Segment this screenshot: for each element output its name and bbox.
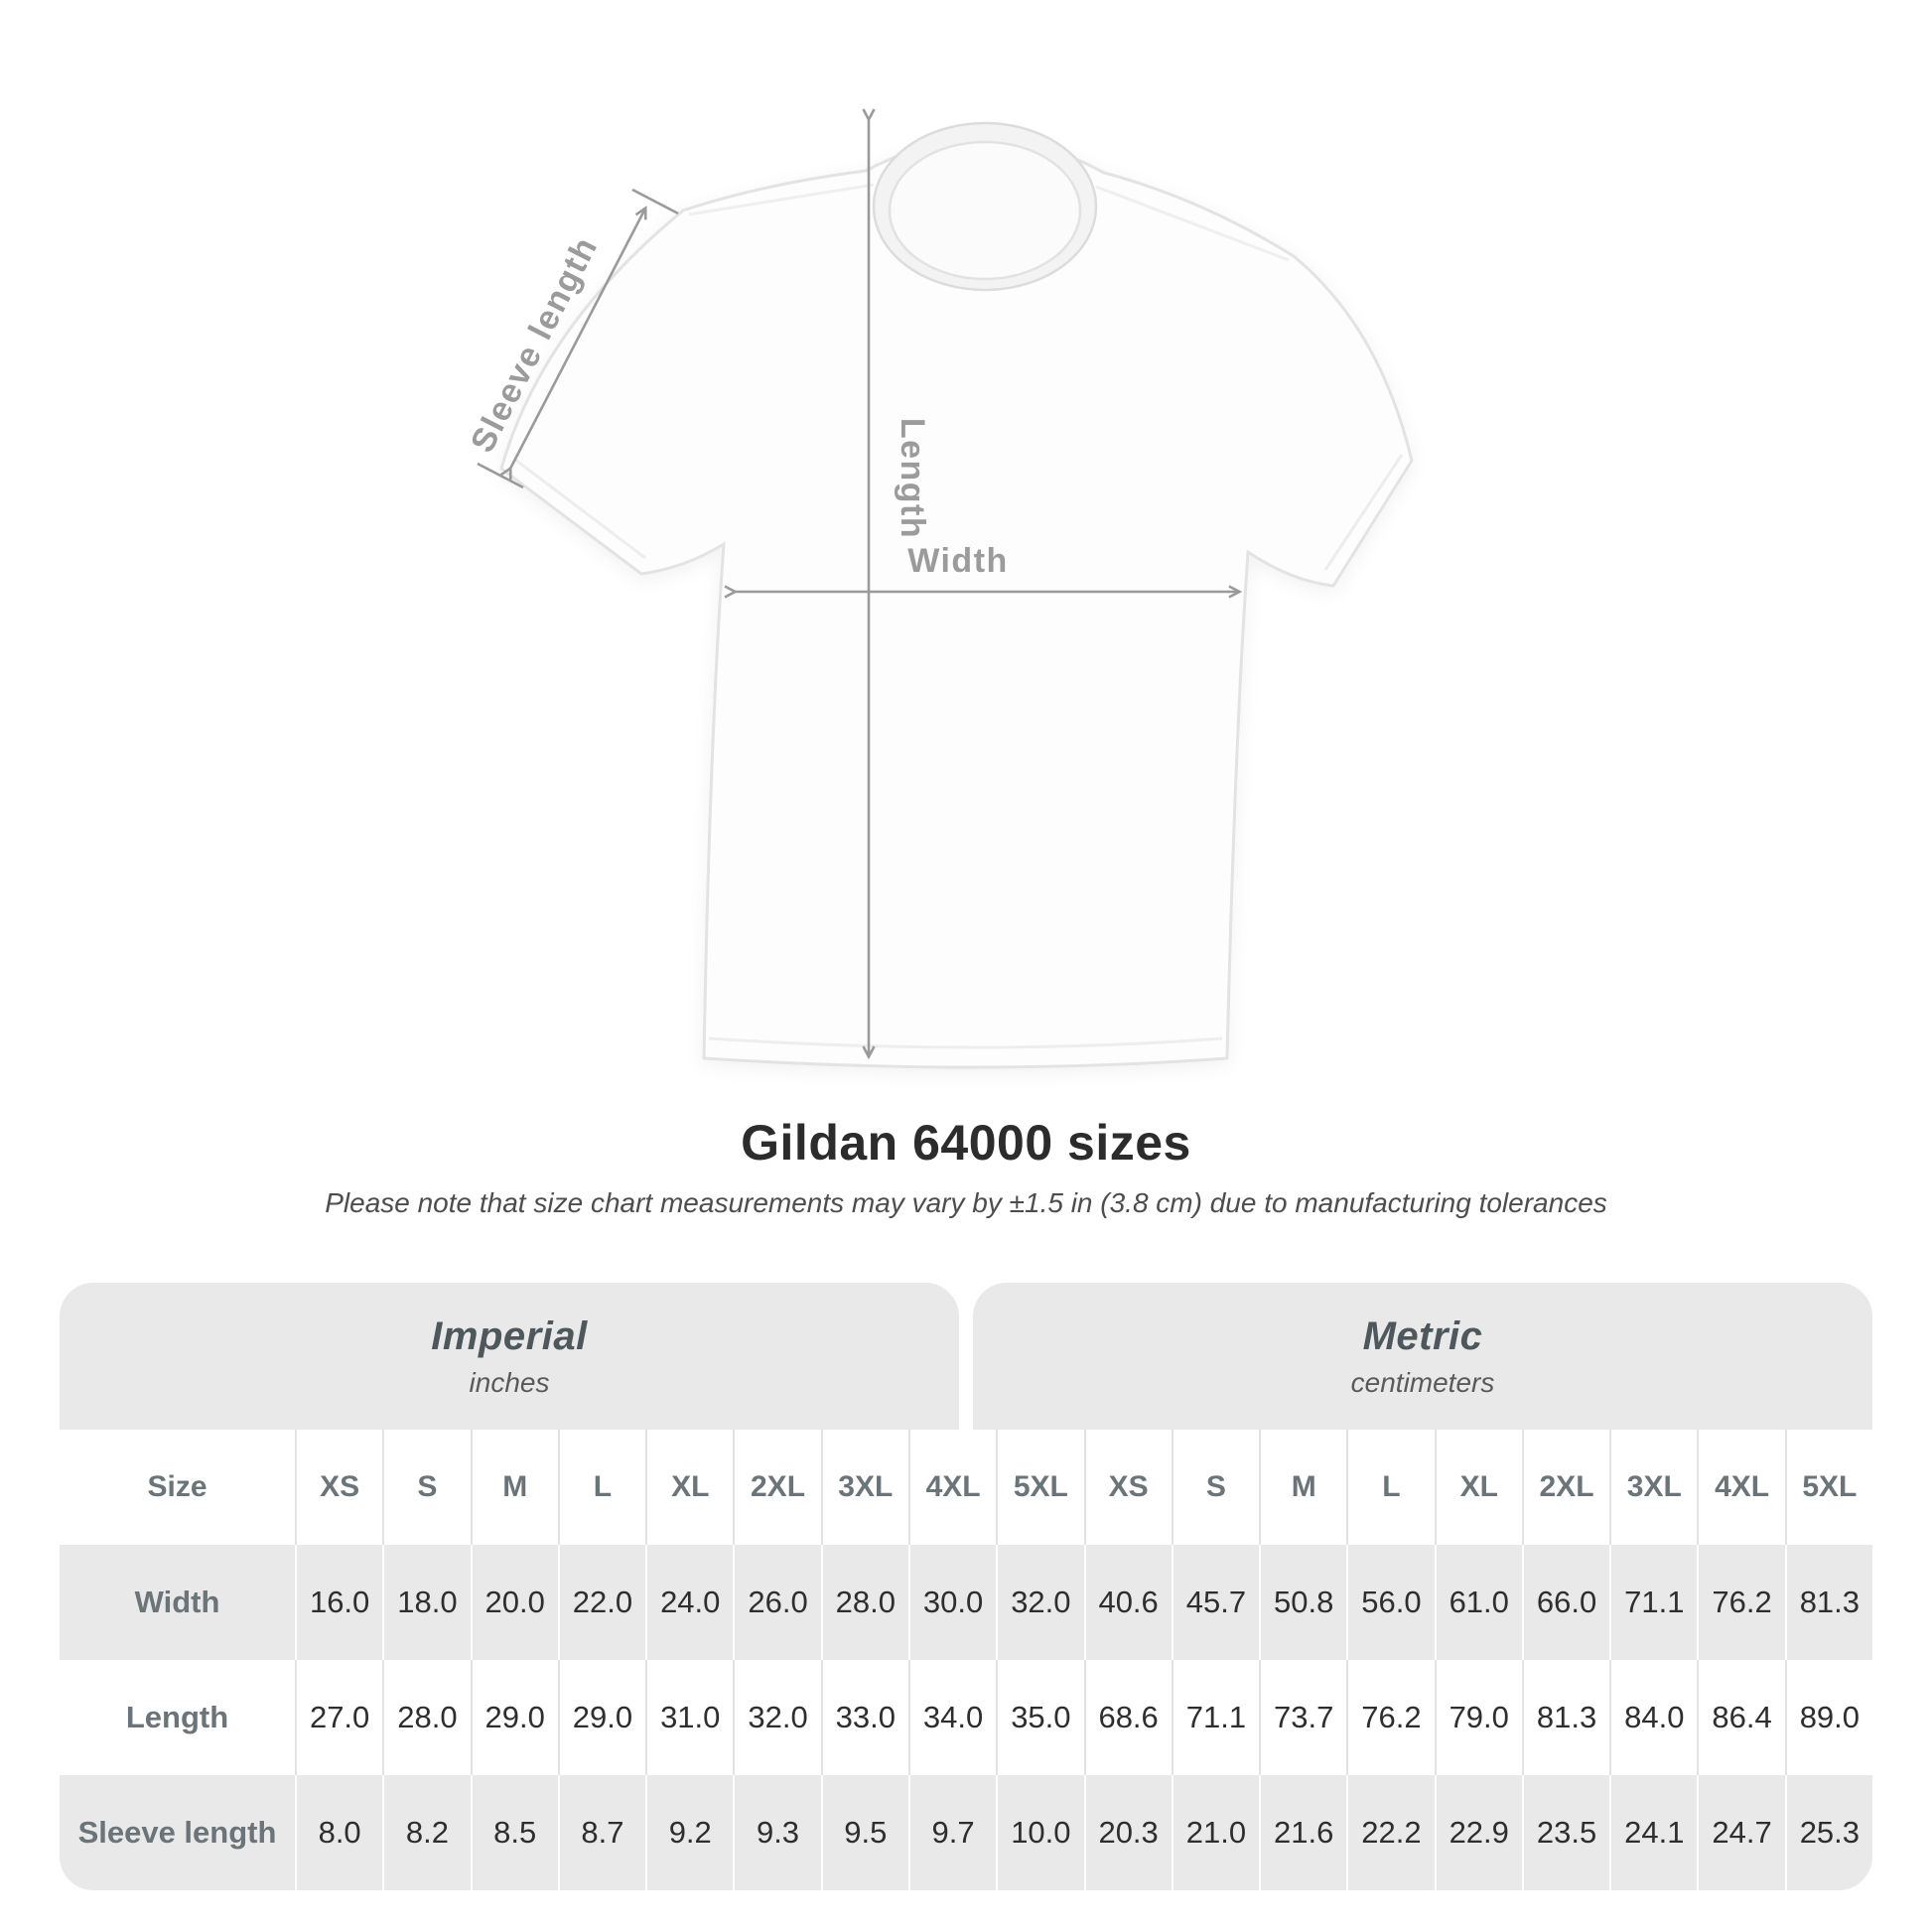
sleeve-length-metric-2xl: 23.5 [1521, 1775, 1609, 1890]
size-header-imperial-4xl: 4XL [907, 1430, 996, 1545]
sleeve-length-imperial-xl: 9.2 [645, 1775, 733, 1890]
width-imperial-s: 18.0 [382, 1545, 470, 1660]
length-imperial-xs: 27.0 [295, 1660, 382, 1775]
length-metric-l: 76.2 [1346, 1660, 1434, 1775]
width-metric-xs: 40.6 [1083, 1545, 1172, 1660]
sleeve-length-imperial-m: 8.5 [470, 1775, 558, 1890]
size-header-imperial-s: S [382, 1430, 470, 1545]
width-metric-3xl: 71.1 [1609, 1545, 1697, 1660]
length-metric-5xl: 89.0 [1784, 1660, 1872, 1775]
size-column-header: Size [147, 1470, 207, 1503]
table-row-length: Length 27.0 28.0 29.0 29.0 31.0 32.0 33.0 34.0 35… [60, 1660, 1872, 1775]
sleeve-length-metric-m: 21.6 [1259, 1775, 1346, 1890]
length-imperial-5xl: 35.0 [996, 1660, 1083, 1775]
length-imperial-l: 29.0 [557, 1660, 645, 1775]
length-imperial-s: 28.0 [382, 1660, 470, 1775]
width-imperial-5xl: 32.0 [996, 1545, 1083, 1660]
length-metric-4xl: 86.4 [1697, 1660, 1784, 1775]
row-label-width: Width [134, 1585, 220, 1619]
length-imperial-3xl: 33.0 [820, 1660, 908, 1775]
width-imperial-xs: 16.0 [295, 1545, 382, 1660]
width-imperial-l: 22.0 [557, 1545, 645, 1660]
row-label-length: Length [125, 1700, 229, 1734]
size-header-metric-s: S [1171, 1430, 1259, 1545]
size-header-imperial-5xl: 5XL [996, 1430, 1083, 1545]
length-imperial-4xl: 34.0 [907, 1660, 996, 1775]
length-imperial-2xl: 32.0 [733, 1660, 820, 1775]
heading-block: Gildan 64000 sizes Please note that size… [0, 1114, 1932, 1219]
metric-unit: centimeters [1350, 1366, 1495, 1398]
length-metric-3xl: 84.0 [1609, 1660, 1697, 1775]
size-header-imperial-2xl: 2XL [733, 1430, 820, 1545]
size-header-imperial-3xl: 3XL [820, 1430, 908, 1545]
sleeve-length-metric-xl: 22.9 [1434, 1775, 1522, 1890]
sleeve-length-imperial-2xl: 9.3 [733, 1775, 820, 1890]
sleeve-length-imperial-3xl: 9.5 [820, 1775, 908, 1890]
collar-inner [888, 140, 1082, 281]
sleeve-length-imperial-5xl: 10.0 [996, 1775, 1083, 1890]
size-header-metric-xs: XS [1083, 1430, 1172, 1545]
table-row-sleeve-length: Sleeve length 8.0 8.2 8.5 8.7 9.2 9.3 9.5 9.7 10.… [60, 1775, 1872, 1890]
length-metric-2xl: 81.3 [1521, 1660, 1609, 1775]
size-header-metric-5xl: 5XL [1784, 1430, 1872, 1545]
sleeve-length-metric-5xl: 25.3 [1784, 1775, 1872, 1890]
size-header-imperial-xl: XL [645, 1430, 733, 1545]
length-metric-xs: 68.6 [1083, 1660, 1172, 1775]
tshirt-illustration [499, 121, 1414, 1069]
size-header-metric-m: M [1259, 1430, 1346, 1545]
width-metric-m: 50.8 [1259, 1545, 1346, 1660]
width-metric-s: 45.7 [1171, 1545, 1259, 1660]
size-header-imperial-m: M [470, 1430, 558, 1545]
length-metric-s: 71.1 [1171, 1660, 1259, 1775]
size-header-metric-xl: XL [1434, 1430, 1522, 1545]
sleeve-length-imperial-xs: 8.0 [295, 1775, 382, 1890]
width-metric-xl: 61.0 [1434, 1545, 1522, 1660]
length-imperial-xl: 31.0 [645, 1660, 733, 1775]
width-label: Width [907, 542, 1009, 580]
imperial-band: Imperial inches [60, 1283, 959, 1430]
size-header-metric-3xl: 3XL [1609, 1430, 1697, 1545]
unit-band-row: Imperial inches Metric centimeters [60, 1283, 1872, 1430]
length-metric-xl: 79.0 [1434, 1660, 1522, 1775]
imperial-title: Imperial [431, 1313, 588, 1358]
width-imperial-3xl: 28.0 [820, 1545, 908, 1660]
metric-band: Metric centimeters [973, 1283, 1872, 1430]
width-imperial-2xl: 26.0 [733, 1545, 820, 1660]
sleeve-length-metric-xs: 20.3 [1083, 1775, 1172, 1890]
width-imperial-m: 20.0 [470, 1545, 558, 1660]
table-row-width: Width 16.0 18.0 20.0 22.0 24.0 26.0 28.0 30.0 32.… [60, 1545, 1872, 1660]
sleeve-length-metric-4xl: 24.7 [1697, 1775, 1784, 1890]
width-metric-2xl: 66.0 [1521, 1545, 1609, 1660]
sleeve-length-imperial-l: 8.7 [557, 1775, 645, 1890]
width-imperial-4xl: 30.0 [907, 1545, 996, 1660]
sleeve-length-imperial-s: 8.2 [382, 1775, 470, 1890]
length-imperial-m: 29.0 [470, 1660, 558, 1775]
length-label: Length [894, 418, 931, 539]
size-header-metric-4xl: 4XL [1697, 1430, 1784, 1545]
tshirt-diagram: Length Width Sleeve length [464, 108, 1414, 1069]
page-title: Gildan 64000 sizes [741, 1115, 1191, 1171]
table-rows: Size XS S M L XL 2XL 3XL 4XL 5XL XS S M L XL 2XL 3XL 4XL 5… [60, 1430, 1872, 1890]
row-label-sleeve-length: Sleeve length [77, 1815, 277, 1850]
size-header-imperial-l: L [557, 1430, 645, 1545]
width-metric-l: 56.0 [1346, 1545, 1434, 1660]
size-header-row: Size XS S M L XL 2XL 3XL 4XL 5XL XS S M L XL 2XL 3XL 4XL 5… [60, 1430, 1872, 1545]
width-metric-5xl: 81.3 [1784, 1545, 1872, 1660]
sleeve-length-imperial-4xl: 9.7 [907, 1775, 996, 1890]
width-imperial-xl: 24.0 [645, 1545, 733, 1660]
sleeve-arrow [477, 188, 679, 489]
size-table: Imperial inches Metric centimeters Size X… [60, 1283, 1872, 1890]
sleeve-length-metric-l: 22.2 [1346, 1775, 1434, 1890]
sleeve-length-metric-3xl: 24.1 [1609, 1775, 1697, 1890]
size-header-metric-l: L [1346, 1430, 1434, 1545]
tolerance-note: Please note that size chart measurements… [325, 1187, 1607, 1218]
imperial-unit: inches [469, 1366, 550, 1398]
width-metric-4xl: 76.2 [1697, 1545, 1784, 1660]
metric-title: Metric [1362, 1313, 1483, 1358]
sleeve-length-metric-s: 21.0 [1171, 1775, 1259, 1890]
length-metric-m: 73.7 [1259, 1660, 1346, 1775]
size-header-imperial-xs: XS [295, 1430, 382, 1545]
size-header-metric-2xl: 2XL [1521, 1430, 1609, 1545]
